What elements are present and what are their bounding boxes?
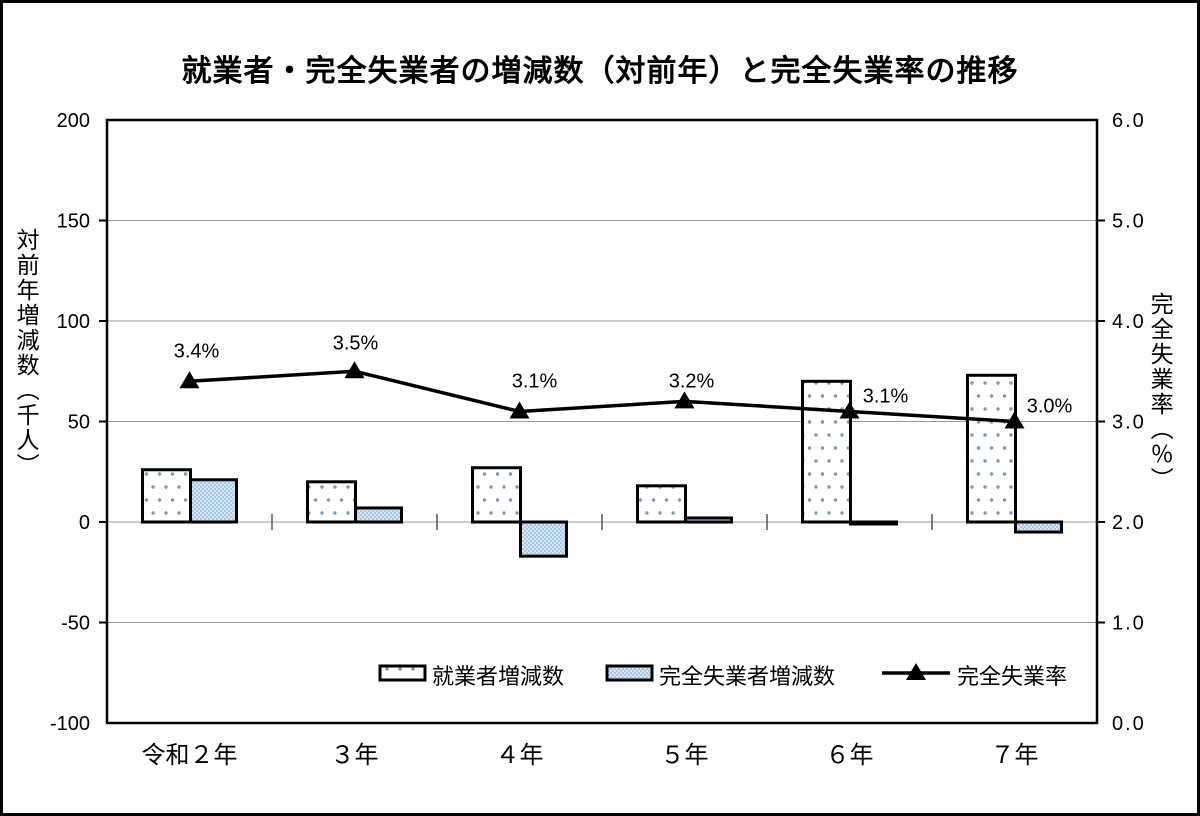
- left-axis-tick-label: -50: [61, 613, 90, 635]
- right-axis-tick-label: 4.0: [1112, 311, 1146, 333]
- left-axis-title: 対前年増減数（千人）: [13, 228, 40, 478]
- rate-point-label: 3.2%: [669, 370, 715, 392]
- x-axis-label: ７年: [991, 742, 1039, 769]
- left-axis-tick-label: 200: [57, 110, 90, 132]
- chart-title: 就業者・完全失業者の増減数（対前年）と完全失業率の推移: [181, 55, 1019, 88]
- rate-marker-triangle: [179, 371, 200, 389]
- legend-swatch-unemployed: [605, 664, 654, 682]
- left-axis-tick-label: 0: [79, 512, 90, 534]
- right-axis-tick-label: 3.0: [1112, 412, 1146, 434]
- right-axis-tick-label: 2.0: [1112, 512, 1146, 534]
- legend-marker-rate: [906, 663, 926, 680]
- bar-employment-change: [306, 480, 357, 524]
- legend-label-employment: 就業者増減数: [432, 664, 564, 689]
- bar-unemployed-change: [849, 520, 898, 526]
- rate-marker-triangle: [674, 391, 695, 409]
- rate-marker-triangle: [839, 401, 860, 419]
- x-axis-label: ５年: [661, 742, 709, 769]
- left-axis-tick-label: 50: [68, 412, 90, 434]
- right-axis-tick-label: 5.0: [1112, 211, 1146, 233]
- bar-employment-change: [471, 466, 522, 524]
- right-axis-tick-label: 1.0: [1112, 613, 1146, 635]
- x-axis-label: ４年: [496, 742, 544, 769]
- rate-point-label: 3.1%: [863, 385, 909, 407]
- legend-label-rate: 完全失業率: [957, 664, 1067, 689]
- bar-employment-change: [141, 468, 192, 524]
- legend-label-unemployed: 完全失業者増減数: [659, 664, 835, 689]
- rate-line: [189, 369, 1015, 424]
- bar-employment-change: [966, 373, 1017, 524]
- legend-swatch-employment: [378, 664, 427, 682]
- rate-marker-triangle: [344, 361, 365, 379]
- bar-unemployed-change: [354, 506, 403, 524]
- x-axis-label: ６年: [826, 742, 874, 769]
- rate-marker-triangle: [1004, 411, 1025, 429]
- left-axis-tick-label: 100: [57, 311, 90, 333]
- rate-point-label: 3.5%: [333, 332, 379, 354]
- x-axis-label: ３年: [331, 742, 379, 769]
- bar-unemployed-change: [189, 478, 238, 524]
- right-axis-title: 完全失業率（％）: [1147, 292, 1174, 492]
- left-axis-tick-label: -100: [50, 713, 90, 735]
- bar-employment-change: [636, 484, 687, 524]
- right-axis-tick-label: 0.0: [1112, 713, 1146, 735]
- rate-point-label: 3.4%: [174, 340, 220, 362]
- left-axis-tick-label: 150: [57, 211, 90, 233]
- rate-point-label: 3.0%: [1027, 396, 1073, 418]
- rate-marker-triangle: [509, 401, 530, 419]
- bar-unemployed-change: [1014, 520, 1063, 534]
- x-axis-label: 令和２年: [142, 742, 238, 769]
- right-axis-tick-label: 6.0: [1112, 110, 1146, 132]
- bar-unemployed-change: [519, 520, 568, 558]
- bar-employment-change: [801, 379, 852, 524]
- legend: 就業者増減数 完全失業者増減数 完全失業率: [378, 663, 1067, 689]
- rate-point-label: 3.1%: [512, 370, 558, 392]
- bar-unemployed-change: [684, 516, 733, 524]
